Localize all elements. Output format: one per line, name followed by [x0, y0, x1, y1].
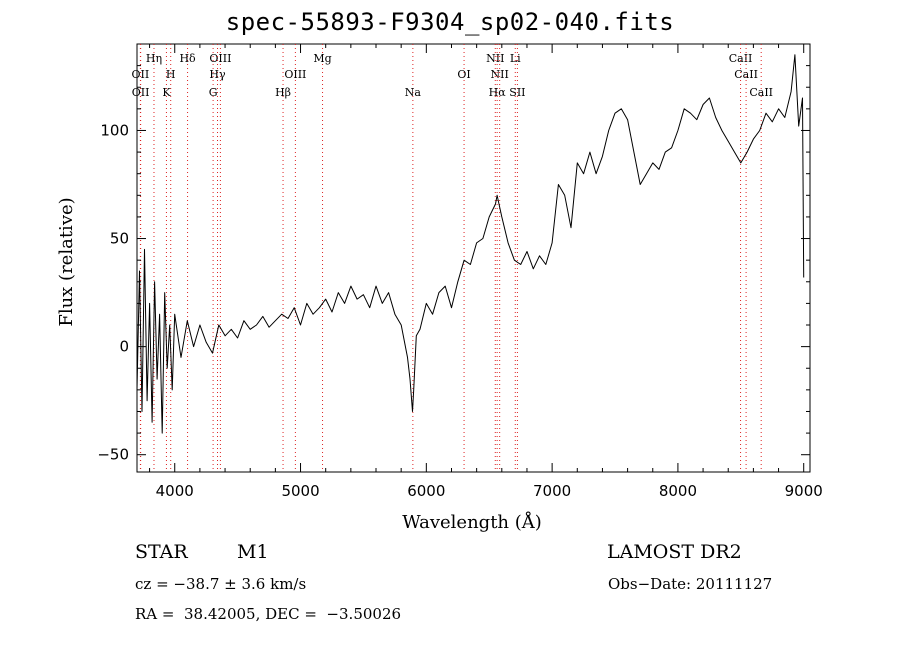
y-tick-label: 0 — [119, 338, 129, 356]
x-tick-label: 5000 — [281, 482, 319, 500]
spectral-line-label: CaII — [749, 86, 773, 99]
coordinates: RA = 38.42005, DEC = −3.50026 — [135, 605, 402, 623]
spectral-line-label: OI — [457, 68, 470, 81]
x-tick-label: 8000 — [659, 482, 697, 500]
spectral-line-label: G — [209, 86, 218, 99]
redshift-readout: cz = −38.7 ± 3.6 km/s — [135, 575, 307, 593]
spectral-line-label: OII — [132, 68, 150, 81]
spectral-line-label: OIII — [284, 68, 306, 81]
x-tick-label: 9000 — [785, 482, 823, 500]
spectral-line-label: CaII — [729, 52, 753, 65]
plot-border — [136, 43, 811, 473]
spectral-line-label: SII — [509, 86, 525, 99]
spectral-line-label: Hα — [489, 86, 507, 99]
spectral-line-label: K — [162, 86, 171, 99]
object-class: STAR — [135, 541, 188, 563]
spectral-line-label: CaII — [734, 68, 758, 81]
axis-ticks: 4000 5000 6000 7000 8000 9000 −50 0 50 100 — [97, 44, 823, 500]
series-group — [136, 54, 805, 434]
spectral-line-label: Na — [405, 86, 422, 99]
spectral-line-label: Mg — [313, 52, 331, 65]
spectral-line-label: Li — [510, 52, 521, 65]
x-axis-label: Wavelength (Å) — [402, 511, 542, 533]
spectral-line-label: Hγ — [209, 68, 226, 81]
object-subclass: M1 — [237, 541, 269, 563]
spectral-line-label: OIII — [209, 52, 231, 65]
y-tick-label: −50 — [97, 446, 129, 464]
x-tick-label: 6000 — [407, 482, 445, 500]
plot-frame — [136, 43, 811, 473]
spectral-line-label: NII — [486, 52, 504, 65]
y-tick-label: 100 — [100, 121, 129, 139]
chart-title: spec-55893-F9304_sp02-040.fits — [225, 8, 675, 36]
spectral-line-label: NII — [491, 68, 509, 81]
spectral-line-label: Hη — [146, 52, 162, 65]
spectral-line-label: OII — [132, 86, 150, 99]
spectral-line-label: H — [166, 68, 176, 81]
x-tick-label: 7000 — [533, 482, 571, 500]
spectral-line-label: Hδ — [179, 52, 196, 65]
spectrum-line — [136, 54, 805, 434]
y-tick-label: 50 — [110, 230, 129, 248]
survey-name: LAMOST DR2 — [607, 541, 742, 563]
y-axis-label: Flux (relative) — [56, 197, 77, 326]
x-tick-label: 4000 — [156, 482, 194, 500]
spectral-line-label: Hβ — [275, 86, 291, 99]
observation-date: Obs−Date: 20111127 — [608, 575, 773, 593]
